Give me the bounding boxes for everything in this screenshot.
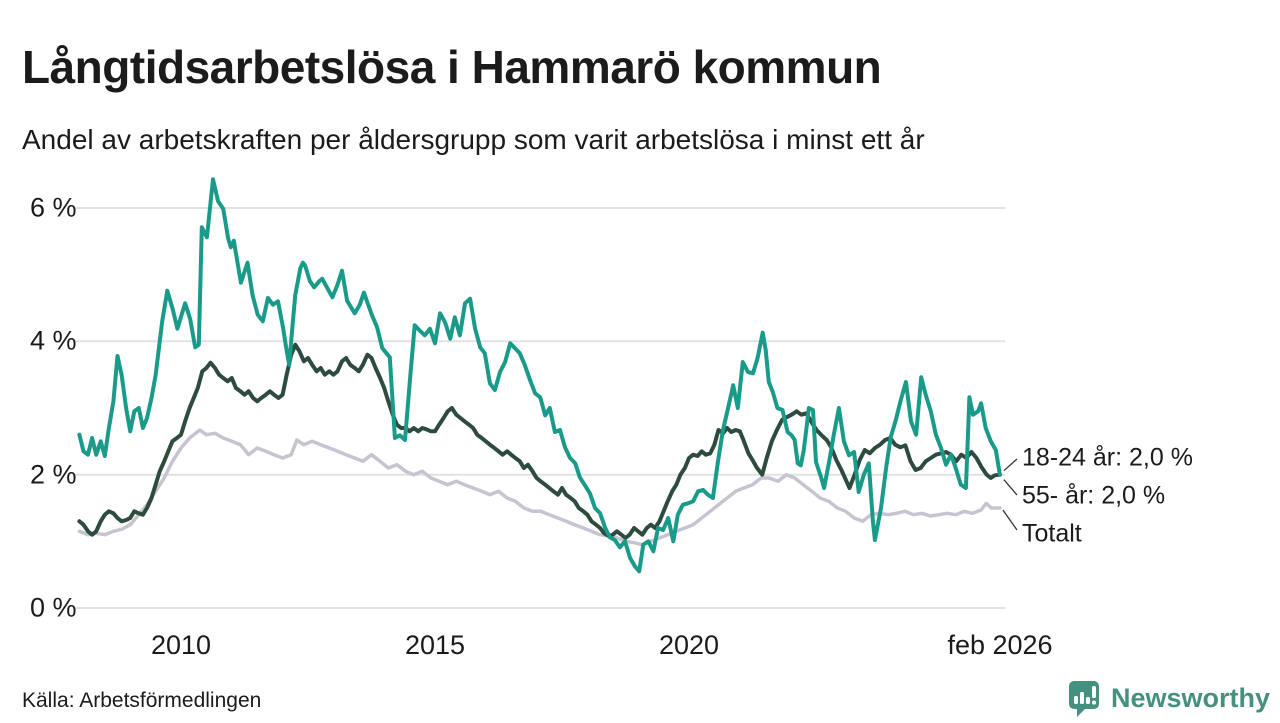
y-axis-tick-label: 0 % [30,592,77,623]
newsworthy-logo: Newsworthy [1065,678,1270,718]
y-axis-tick-label: 2 % [30,459,77,490]
chart-title: Långtidsarbetslösa i Hammarö kommun [22,40,882,93]
series-end-label-totalt: Totalt [1022,519,1082,548]
x-axis-tick-label: 2015 [404,630,466,660]
series-end-label-18-24: 18-24 år: 2,0 % [1022,443,1193,472]
x-axis-tick-label: 2010 [150,630,212,660]
y-axis-tick-label: 4 % [30,325,77,356]
x-axis-tick-label: feb 2026 [947,630,1053,660]
x-axis-tick-label: 2020 [658,630,720,660]
chart-subtitle: Andel av arbetskraften per åldersgrupp s… [22,124,925,155]
source-note: Källa: Arbetsförmedlingen [22,689,262,712]
series-end-label-55: 55- år: 2,0 % [1022,481,1166,510]
newsworthy-icon [1065,678,1103,718]
y-axis-tick-label: 6 % [30,192,77,223]
newsworthy-logo-text: Newsworthy [1110,682,1270,713]
